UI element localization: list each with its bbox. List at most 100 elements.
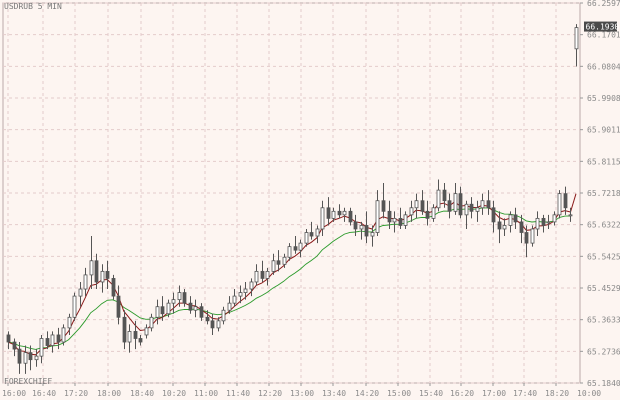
candle-body xyxy=(342,210,347,216)
candle-body xyxy=(436,189,441,209)
price-tick-label: 66.0804 xyxy=(587,62,620,71)
time-tick-label: 11:00 xyxy=(194,389,218,398)
candle-body xyxy=(105,270,110,279)
candle-body xyxy=(89,260,94,276)
candle-body xyxy=(304,232,309,244)
candle-body xyxy=(45,338,50,346)
candle-body xyxy=(392,217,397,223)
time-tick-label: 13:00 xyxy=(290,389,314,398)
time-tick-label: 18:20 xyxy=(545,389,569,398)
candle-body xyxy=(260,270,265,279)
time-tick-label: 10:00 xyxy=(577,389,601,398)
current-price-label: 66.1930 xyxy=(586,23,620,32)
candle-body xyxy=(34,355,39,361)
candle-body xyxy=(182,292,187,304)
candle-body xyxy=(486,200,491,209)
candle-body xyxy=(276,260,281,265)
candle-body xyxy=(425,210,430,219)
time-tick-label: 16:40 xyxy=(32,389,56,398)
candle-body xyxy=(381,200,386,212)
price-tick-label: 66.2597 xyxy=(587,0,620,8)
candle-body xyxy=(265,270,270,279)
candle-body xyxy=(557,193,562,216)
candle-body xyxy=(254,270,259,283)
symbol-label: USDRUB 5 MIN xyxy=(4,2,62,11)
time-tick-label: 15:00 xyxy=(387,389,411,398)
candle-body xyxy=(420,200,425,212)
candle-body xyxy=(205,316,210,322)
candle-body xyxy=(138,338,143,343)
candle-body xyxy=(414,200,419,209)
candle-body xyxy=(331,210,336,219)
price-tick-label: 65.9011 xyxy=(587,126,620,135)
candle-body xyxy=(28,352,33,361)
time-tick-label: 12:20 xyxy=(258,389,282,398)
candle-body xyxy=(243,288,248,293)
candle-body xyxy=(72,295,77,318)
time-tick-label: 16:00 xyxy=(2,389,26,398)
candle-body xyxy=(56,334,61,343)
candle-body xyxy=(563,193,568,209)
price-tick-label: 65.4529 xyxy=(587,284,620,293)
candle-body xyxy=(552,214,557,223)
candle-body xyxy=(166,302,171,315)
candle-body xyxy=(39,338,44,357)
time-tick-label: 16:20 xyxy=(450,389,474,398)
candle-body xyxy=(375,200,380,233)
price-tick-label: 65.9908 xyxy=(587,94,620,103)
price-tick-label: 66.1701 xyxy=(587,31,620,40)
candle-body xyxy=(188,302,193,311)
candle-body xyxy=(193,306,198,311)
candle-body xyxy=(12,341,17,350)
candle-body xyxy=(453,193,458,212)
candle-body xyxy=(238,292,243,297)
candle-body xyxy=(348,210,353,223)
candle-body xyxy=(447,200,452,212)
candle-body xyxy=(293,246,298,251)
time-tick-label: 17:00 xyxy=(482,389,506,398)
current-price-tag: 66.1930 xyxy=(584,21,620,32)
price-tick-label: 65.6322 xyxy=(587,221,620,230)
candle-body xyxy=(6,334,11,343)
candle-body xyxy=(282,256,287,265)
candle-body xyxy=(403,214,408,226)
candle-body xyxy=(249,281,254,290)
candle-body xyxy=(524,232,529,244)
time-tick-label: 18:00 xyxy=(97,389,121,398)
candle-body xyxy=(111,278,116,297)
candle-body xyxy=(144,327,149,336)
candle-body xyxy=(574,27,579,50)
candle-body xyxy=(315,228,320,237)
candle-body xyxy=(61,327,66,343)
candle-body xyxy=(149,316,154,329)
candle-body xyxy=(127,331,132,343)
candle-body xyxy=(122,316,127,343)
time-tick-label: 14:20 xyxy=(355,389,379,398)
candle-body xyxy=(464,203,469,216)
candle-body xyxy=(546,221,551,224)
time-axis[interactable]: 16:00 16:40 17:20 18:00 18:40 10:20 11:00 11:40… xyxy=(2,383,601,398)
candle-body xyxy=(320,207,325,230)
candle-body xyxy=(491,207,496,223)
candle-body xyxy=(568,214,573,217)
fast-moving-average xyxy=(7,201,571,356)
candle-body xyxy=(431,207,436,219)
candle-body xyxy=(216,320,221,329)
price-axis[interactable]: 66.2597 66.1701 66.0804 65.9908 65.9011 65.81… xyxy=(580,0,620,388)
time-tick-label: 11:40 xyxy=(226,389,250,398)
candle-body xyxy=(227,302,232,311)
candle-body xyxy=(387,210,392,223)
candle-body xyxy=(309,232,314,237)
time-tick-label: 13:40 xyxy=(322,389,346,398)
candle-body xyxy=(23,352,28,364)
candle-body xyxy=(67,316,72,329)
candle-body xyxy=(210,320,215,329)
price-tick-label: 65.1840 xyxy=(587,379,620,388)
time-tick-label: 15:40 xyxy=(419,389,443,398)
candle-body xyxy=(171,299,176,304)
candle-body xyxy=(83,274,88,290)
slow-moving-average xyxy=(7,207,571,350)
candle-body xyxy=(17,348,22,364)
